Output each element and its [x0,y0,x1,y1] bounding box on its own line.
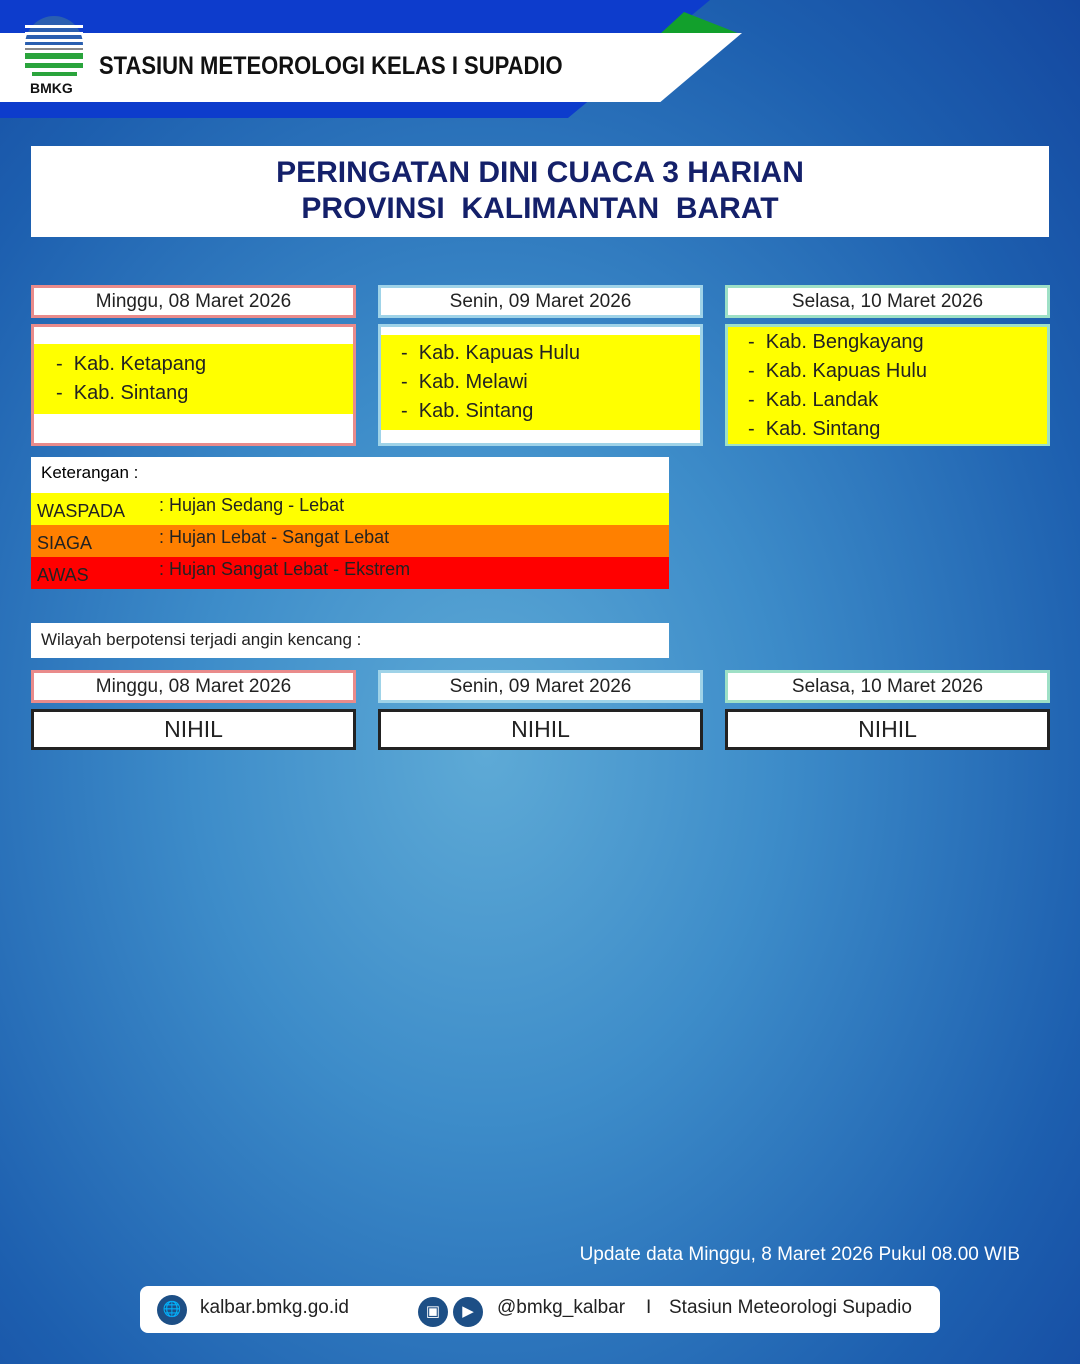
youtube-icon[interactable]: ▶ [453,1297,483,1327]
wind-day2-value: NIHIL [378,709,703,750]
globe-icon: 🌐 [157,1295,187,1325]
day1-date: Minggu, 08 Maret 2026 [31,285,356,318]
wind-day1-date: Minggu, 08 Maret 2026 [31,670,356,703]
update-text: Update data Minggu, 8 Maret 2026 Pukul 0… [579,1244,1020,1265]
website-link[interactable]: kalbar.bmkg.go.id [200,1297,349,1318]
list-item: - Kab. Sintang [748,418,881,440]
wind-day3-date: Selasa, 10 Maret 2026 [725,670,1050,703]
footer-bar: 🌐 kalbar.bmkg.go.id ▣ ▶ @bmkg_kalbar I S… [140,1286,940,1333]
header-bar [0,33,742,102]
wind-day1-value: NIHIL [31,709,356,750]
social-handle[interactable]: @bmkg_kalbar [497,1297,626,1318]
station-name: STASIUN METEOROLOGI KELAS I SUPADIO [99,52,563,80]
separator: I [646,1297,652,1318]
day2-date: Senin, 09 Maret 2026 [378,285,703,318]
title-line2: PROVINSI KALIMANTAN BARAT [301,192,779,225]
list-item: - Kab. Kapuas Hulu [748,360,928,382]
day3-warning-list: - Kab. Bengkayang - Kab. Kapuas Hulu - K… [725,324,1050,446]
list-item: - Kab. Sintang [56,382,189,404]
wind-day3-value: NIHIL [725,709,1050,750]
title-line1: PERINGATAN DINI CUACA 3 HARIAN [276,156,804,189]
station-footer-name: Stasiun Meteorologi Supadio [669,1297,912,1318]
list-item: - Kab. Sintang [401,400,534,422]
legend: Keterangan : WASPADA: Hujan Sedang - Leb… [31,457,669,589]
list-item: - Kab. Landak [748,389,879,411]
legend-waspada: WASPADA: Hujan Sedang - Lebat [31,493,669,525]
list-item: - Kab. Bengkayang [748,331,924,353]
list-item: - Kab. Melawi [401,371,528,393]
day3-date: Selasa, 10 Maret 2026 [725,285,1050,318]
list-item: - Kab. Kapuas Hulu [401,342,581,364]
page-title: PERINGATAN DINI CUACA 3 HARIAN PROVINSI … [31,146,1049,237]
day2-warning-list: - Kab. Kapuas Hulu - Kab. Melawi - Kab. … [378,324,703,446]
day1-warning-list: - Kab. Ketapang - Kab. Sintang [31,324,356,446]
wind-day2-date: Senin, 09 Maret 2026 [378,670,703,703]
list-item: - Kab. Ketapang [56,353,207,375]
instagram-icon[interactable]: ▣ [418,1297,448,1327]
wind-heading: Wilayah berpotensi terjadi angin kencang… [31,623,669,658]
legend-siaga: SIAGA: Hujan Lebat - Sangat Lebat [31,525,669,557]
bmkg-logo [25,16,83,76]
logo-text: BMKG [30,80,73,96]
legend-awas: AWAS: Hujan Sangat Lebat - Ekstrem [31,557,669,589]
legend-heading: Keterangan : [41,463,139,482]
